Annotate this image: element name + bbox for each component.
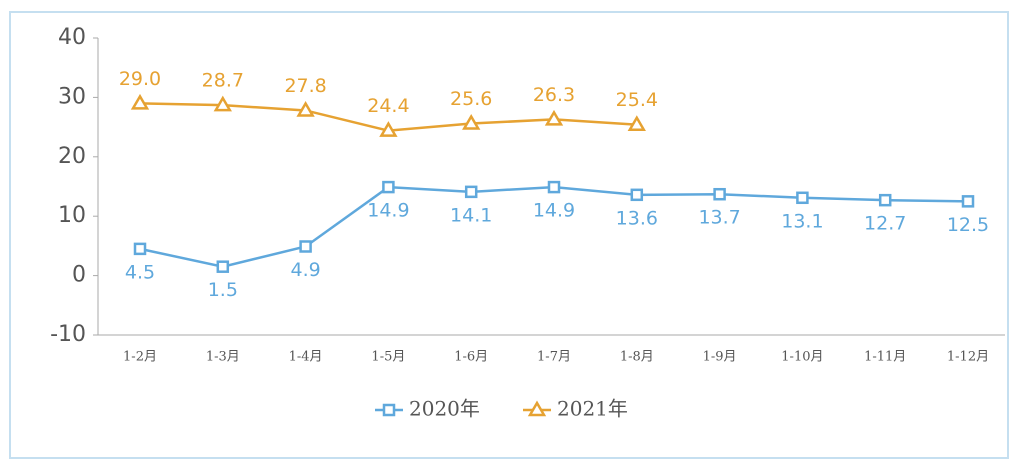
value-label: 4.9 — [290, 259, 320, 281]
value-label: 12.5 — [947, 214, 989, 236]
x-tick-label: 1-10月 — [781, 350, 823, 365]
point — [213, 95, 232, 112]
point — [216, 260, 230, 273]
x-tick-label: 1-7月 — [537, 350, 571, 365]
point — [878, 193, 892, 207]
value-label: 13.1 — [781, 210, 823, 232]
value-label: 28.7 — [202, 70, 244, 92]
value-label: 14.1 — [450, 204, 492, 226]
point — [527, 400, 547, 417]
value-label: 25.4 — [616, 89, 658, 111]
value-label: 27.8 — [284, 75, 326, 97]
point — [464, 185, 478, 199]
point — [299, 240, 312, 253]
point — [382, 180, 395, 194]
value-label: 12.7 — [864, 213, 906, 235]
point — [713, 187, 726, 201]
y-tick-label: 30 — [58, 84, 86, 109]
point — [544, 109, 564, 126]
point — [133, 242, 147, 256]
point — [379, 121, 398, 137]
value-label: 1.5 — [208, 279, 238, 301]
x-tick-label: 1-12月 — [947, 350, 989, 365]
legend-label: 2021年 — [557, 397, 628, 421]
y-tick-label: 20 — [58, 144, 86, 169]
point — [627, 115, 646, 131]
x-tick-label: 1-9月 — [703, 350, 737, 365]
value-label: 29.0 — [119, 68, 161, 90]
x-tick-label: 1-3月 — [206, 350, 240, 365]
point — [630, 188, 644, 202]
x-tick-label: 1-11月 — [864, 350, 906, 365]
y-tick-label: 40 — [58, 25, 86, 50]
value-label: 25.6 — [450, 88, 492, 110]
point — [382, 403, 396, 417]
point — [130, 93, 150, 110]
value-label: 13.7 — [698, 207, 740, 229]
point — [462, 114, 481, 130]
y-tick-label: 0 — [72, 263, 86, 288]
point — [796, 191, 809, 205]
value-label: 13.6 — [616, 207, 658, 229]
x-tick-label: 1-2月 — [123, 350, 157, 365]
value-label: 14.9 — [367, 200, 409, 222]
x-tick-label: 1-5月 — [371, 350, 405, 365]
point — [296, 100, 315, 117]
x-tick-label: 1-8月 — [620, 350, 654, 365]
value-label: 26.3 — [533, 84, 575, 106]
value-label: 14.9 — [533, 200, 575, 222]
point — [961, 195, 975, 208]
value-label: 4.5 — [125, 261, 155, 283]
y-tick-label: -10 — [50, 322, 86, 347]
y-tick-label: 10 — [58, 203, 86, 228]
chart-border — [9, 11, 1009, 459]
value-label: 24.4 — [367, 95, 409, 117]
x-tick-label: 1-4月 — [289, 350, 323, 365]
x-tick-label: 1-6月 — [454, 350, 488, 365]
point — [547, 180, 561, 194]
legend-label: 2020年 — [409, 397, 480, 421]
